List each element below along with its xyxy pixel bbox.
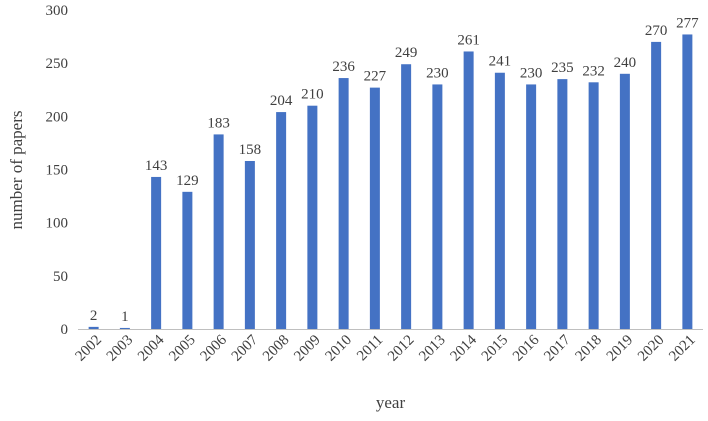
data-label: 235 <box>551 60 574 76</box>
bar <box>651 41 662 330</box>
y-tick-label: 300 <box>46 3 69 19</box>
x-tick-label: 2004 <box>135 332 168 365</box>
data-label: 230 <box>520 65 543 81</box>
y-tick-label: 50 <box>53 269 68 285</box>
x-tick-label: 2016 <box>510 332 543 365</box>
data-label: 240 <box>614 55 637 71</box>
bar <box>88 326 99 329</box>
x-tick-label: 2017 <box>541 332 574 365</box>
y-tick-label: 150 <box>46 163 69 179</box>
data-label: 241 <box>489 54 512 70</box>
data-label: 204 <box>270 93 293 109</box>
x-tick-label: 2002 <box>72 332 105 365</box>
x-tick-label: 2012 <box>385 332 418 365</box>
data-label: 158 <box>239 142 262 158</box>
y-tick-label: 250 <box>46 56 69 72</box>
data-label: 143 <box>145 158 168 174</box>
bar <box>307 105 318 329</box>
bar <box>369 87 380 329</box>
x-tick-label: 2008 <box>260 332 293 365</box>
bar <box>338 78 349 329</box>
bar <box>557 79 568 329</box>
bar <box>682 34 693 329</box>
bar <box>619 73 630 329</box>
data-label: 183 <box>207 115 230 131</box>
bar <box>494 72 505 329</box>
x-tick-label: 2006 <box>197 332 230 365</box>
x-tick-label: 2010 <box>322 332 355 365</box>
x-tick-label: 2009 <box>291 332 324 365</box>
bars-group <box>88 34 693 330</box>
x-tick-label: 2021 <box>666 332 699 365</box>
data-label: 232 <box>582 63 605 79</box>
bar <box>182 191 193 329</box>
y-axis-title: number of papers <box>7 111 26 230</box>
data-label: 270 <box>645 23 668 39</box>
x-axis-title: year <box>376 393 406 412</box>
data-label: 1 <box>121 309 129 325</box>
x-tick-label: 2014 <box>447 332 480 365</box>
y-tick-label: 200 <box>46 109 69 125</box>
data-label: 129 <box>176 173 199 189</box>
y-axis-ticks: 0 50 100 150 200 250 300 <box>46 3 69 338</box>
data-label: 227 <box>364 69 387 85</box>
x-tick-label: 2015 <box>479 332 512 365</box>
data-label: 249 <box>395 45 418 61</box>
bar <box>401 64 412 329</box>
x-tick-label: 2019 <box>604 332 637 365</box>
data-label: 230 <box>426 65 449 81</box>
x-tick-label: 2013 <box>416 332 449 365</box>
bar <box>588 82 599 329</box>
x-tick-label: 2020 <box>635 332 668 365</box>
data-label: 2 <box>90 308 98 324</box>
data-label: 277 <box>676 15 699 31</box>
bar <box>244 160 255 329</box>
bar <box>276 112 287 329</box>
bar <box>213 134 224 329</box>
bar <box>432 84 443 329</box>
bar <box>526 84 537 329</box>
data-label: 261 <box>457 32 480 48</box>
x-tick-label: 2003 <box>104 332 137 365</box>
y-tick-label: 0 <box>61 322 69 338</box>
x-tick-label: 2005 <box>166 332 199 365</box>
data-labels-group: 2 1 143 129 183 158 204 210 236 227 249 230 261 241 23… <box>90 15 699 324</box>
bar <box>463 51 474 329</box>
x-tick-label: 2007 <box>229 332 262 365</box>
x-tick-label: 2018 <box>572 332 605 365</box>
bar <box>119 327 130 329</box>
data-label: 210 <box>301 87 324 103</box>
y-tick-label: 100 <box>46 216 69 232</box>
data-label: 236 <box>332 59 355 75</box>
bar <box>151 176 162 329</box>
x-tick-label: 2011 <box>354 332 386 364</box>
